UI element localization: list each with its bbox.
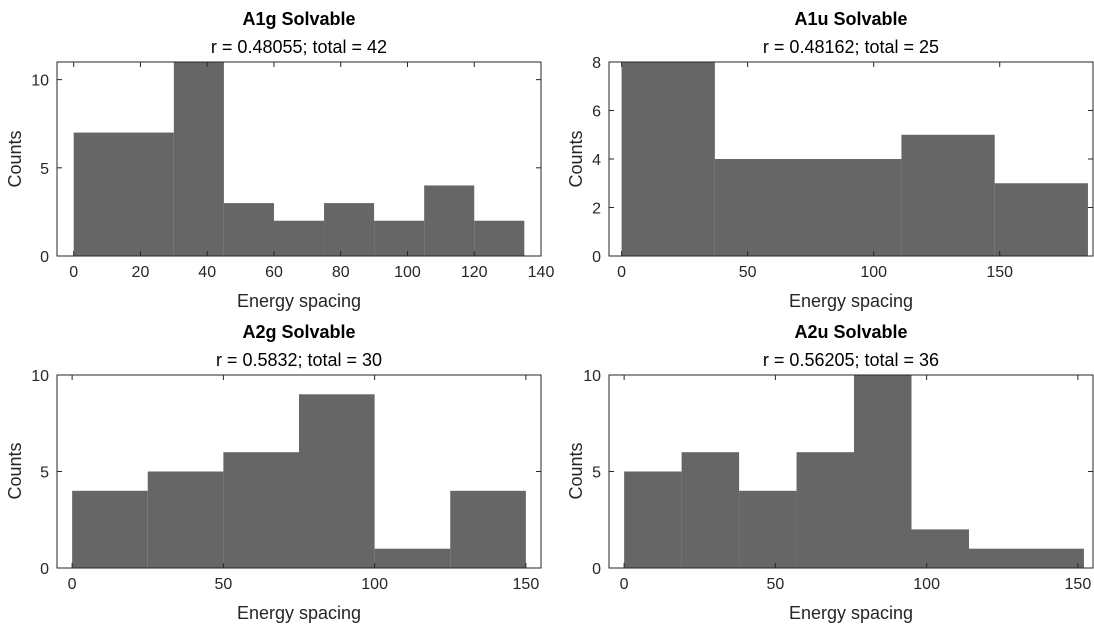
y-axis-label: Counts: [5, 130, 25, 187]
chart-title: A1u Solvable: [794, 9, 907, 29]
bar: [299, 394, 375, 568]
y-tick-label: 5: [592, 465, 601, 482]
y-axis-label: Counts: [566, 130, 586, 187]
chart-subtitle: r = 0.48162; total = 25: [763, 37, 939, 57]
bars: [72, 394, 526, 568]
x-tick-label: 0: [620, 576, 629, 593]
x-tick-label: 150: [1065, 576, 1092, 593]
x-tick-label: 120: [461, 264, 488, 281]
bar: [72, 490, 148, 568]
x-tick-label: 50: [739, 264, 757, 281]
y-tick-label: 0: [40, 249, 49, 266]
x-tick-label: 140: [528, 264, 555, 281]
x-tick-label: 100: [860, 264, 887, 281]
y-tick-label: 5: [40, 465, 49, 482]
bar: [273, 220, 325, 256]
ticks: 0 50 100 150 0 2 4 6 8: [592, 55, 1093, 281]
y-tick-label: 0: [592, 561, 601, 578]
x-axis-label: Energy spacing: [789, 291, 913, 311]
histogram-panel-a1g: A1g Solvable r = 0.48055; total = 42 0 20…: [5, 9, 554, 311]
y-tick-label: 8: [592, 55, 601, 72]
bar: [854, 375, 912, 568]
y-tick-label: 2: [592, 201, 601, 218]
bar: [994, 183, 1088, 256]
histogram-panel-a2g: A2g Solvable r = 0.5832; total = 30 0 50 1…: [5, 322, 542, 623]
x-tick-label: 80: [332, 264, 350, 281]
x-axis-label: Energy spacing: [237, 603, 361, 623]
x-tick-label: 150: [513, 576, 540, 593]
histogram-panel-a1u: A1u Solvable r = 0.48162; total = 25 0 50…: [566, 9, 1094, 311]
bar: [901, 134, 995, 256]
bar: [147, 471, 224, 568]
bar: [324, 203, 375, 256]
ticks: 0 50 100 150 0 5 10: [583, 368, 1093, 593]
bar: [474, 220, 525, 256]
bar: [424, 185, 475, 256]
ticks: 0 20 40 60 80 100 120 140 0 5 10: [31, 62, 554, 281]
x-tick-label: 60: [265, 264, 283, 281]
bar: [624, 471, 682, 568]
bar: [223, 203, 274, 256]
y-tick-label: 10: [31, 73, 49, 90]
histogram-panel-a2u: A2u Solvable r = 0.56205; total = 36 0 50…: [566, 322, 1094, 623]
bar: [173, 62, 224, 256]
chart-subtitle: r = 0.56205; total = 36: [763, 350, 939, 370]
bars: [624, 375, 1084, 568]
y-tick-label: 0: [40, 561, 49, 578]
bar: [223, 452, 300, 568]
bars: [73, 62, 525, 256]
bar: [621, 62, 715, 256]
chart-subtitle: r = 0.48055; total = 42: [211, 37, 387, 57]
x-tick-label: 50: [766, 576, 784, 593]
bar: [968, 548, 1084, 568]
ticks: 0 50 100 150 0 5 10: [31, 368, 541, 593]
x-axis-label: Energy spacing: [237, 291, 361, 311]
bar: [796, 452, 855, 568]
x-tick-label: 100: [913, 576, 940, 593]
x-tick-label: 100: [361, 576, 388, 593]
chart-title: A1g Solvable: [242, 9, 355, 29]
x-tick-label: 100: [394, 264, 421, 281]
x-tick-label: 0: [68, 576, 77, 593]
x-tick-label: 50: [214, 576, 232, 593]
bar: [911, 529, 969, 568]
plot-area: [56, 61, 542, 257]
bar: [450, 490, 526, 568]
y-tick-label: 5: [40, 161, 49, 178]
x-tick-label: 20: [132, 264, 150, 281]
bar: [714, 159, 902, 256]
y-tick-label: 4: [592, 152, 601, 169]
bar: [73, 132, 174, 256]
x-tick-label: 150: [986, 264, 1013, 281]
x-tick-label: 40: [198, 264, 216, 281]
y-tick-label: 10: [31, 368, 49, 385]
x-tick-label: 0: [617, 264, 626, 281]
bar: [374, 220, 425, 256]
bar: [681, 452, 740, 568]
y-tick-label: 6: [592, 104, 601, 121]
chart-subtitle: r = 0.5832; total = 30: [216, 350, 382, 370]
bar: [739, 490, 797, 568]
x-axis-label: Energy spacing: [789, 603, 913, 623]
y-axis-label: Counts: [566, 442, 586, 499]
x-tick-label: 0: [69, 264, 78, 281]
y-axis-label: Counts: [5, 442, 25, 499]
bars: [621, 62, 1088, 256]
y-tick-label: 0: [592, 249, 601, 266]
chart-title: A2u Solvable: [794, 322, 907, 342]
chart-title: A2g Solvable: [242, 322, 355, 342]
bar: [374, 548, 451, 568]
y-tick-label: 10: [583, 368, 601, 385]
